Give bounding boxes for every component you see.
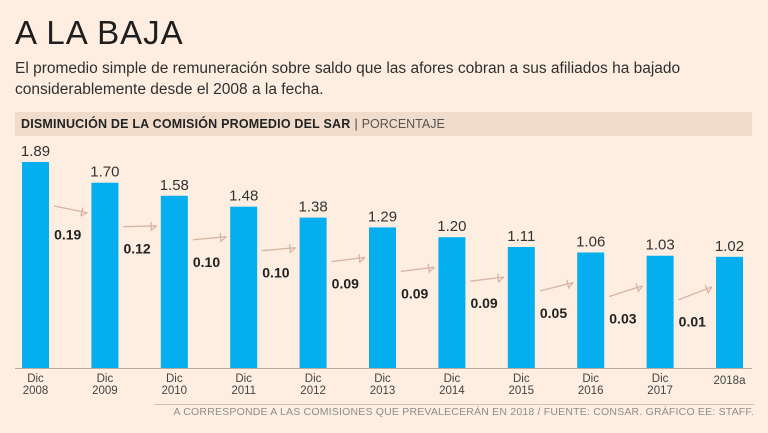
tick-label-1-0: Dic — [97, 373, 114, 385]
arrowhead-0 — [80, 207, 88, 217]
decrease-label-1: 0.12 — [123, 241, 150, 257]
arrowhead-9 — [704, 284, 713, 295]
tick-label-10-0: 2018a — [714, 375, 747, 387]
chart-header: DISMINUCIÓN DE LA COMISIÓN PROMEDIO DEL … — [15, 112, 752, 136]
value-label-3: 1.48 — [229, 188, 258, 205]
bar-3 — [230, 206, 258, 368]
tick-label-1-1: 2009 — [92, 385, 118, 397]
tick-label-9-1: 2017 — [647, 385, 673, 397]
decrease-label-9: 0.01 — [679, 314, 706, 330]
tick-label-7-1: 2015 — [509, 385, 535, 397]
tick-label-8-0: Dic — [582, 373, 599, 385]
tick-label-3-0: Dic — [235, 373, 252, 385]
arrowhead-8 — [635, 283, 644, 293]
decrease-label-7: 0.05 — [540, 305, 567, 321]
bar-0 — [22, 162, 49, 368]
page-title: A LA BAJA — [15, 14, 184, 51]
decrease-label-0: 0.19 — [54, 227, 81, 243]
tick-label-0-1: 2008 — [23, 385, 49, 397]
arrowhead-4 — [358, 253, 366, 264]
bar-10 — [716, 256, 743, 368]
footer-note: A CORRESPONDE A LAS COMISIONES QUE PREVA… — [154, 404, 754, 418]
tick-label-5-0: Dic — [374, 373, 391, 385]
chart-title: DISMINUCIÓN DE LA COMISIÓN PROMEDIO DEL … — [21, 117, 351, 131]
value-label-6: 1.20 — [437, 218, 466, 235]
tick-label-6-0: Dic — [444, 373, 461, 385]
tick-label-3-1: 2011 — [231, 385, 256, 397]
decrease-label-2: 0.10 — [193, 254, 220, 270]
decrease-label-6: 0.09 — [470, 295, 497, 311]
value-label-8: 1.06 — [576, 233, 605, 250]
chart-unit: PORCENTAJE — [361, 117, 445, 131]
tick-label-2-1: 2010 — [162, 385, 188, 397]
value-label-5: 1.29 — [368, 208, 397, 225]
page-subtitle: El promedio simple de remuneración sobre… — [15, 60, 681, 98]
arrowhead-2 — [219, 233, 227, 243]
decrease-label-5: 0.09 — [401, 285, 428, 301]
value-label-0: 1.89 — [21, 143, 50, 160]
tick-label-0-0: Dic — [27, 373, 44, 385]
arrowhead-6 — [497, 273, 505, 284]
chart-header-separator: | — [354, 117, 358, 131]
bar-4 — [299, 217, 327, 368]
tick-label-4-0: Dic — [305, 373, 322, 385]
decrease-label-8: 0.03 — [609, 310, 636, 326]
value-label-9: 1.03 — [645, 237, 674, 254]
value-label-10: 1.02 — [715, 238, 744, 255]
tick-label-6-1: 2014 — [439, 385, 465, 397]
value-label-2: 1.58 — [160, 177, 189, 194]
arrowhead-7 — [566, 279, 574, 290]
tick-label-2-0: Dic — [166, 373, 183, 385]
arrowhead-5 — [427, 263, 435, 274]
tick-label-7-0: Dic — [513, 373, 530, 385]
value-label-7: 1.11 — [507, 228, 535, 245]
bar-6 — [438, 237, 466, 368]
decrease-label-3: 0.10 — [262, 265, 289, 281]
tick-label-5-1: 2013 — [370, 385, 396, 397]
bar-2 — [160, 195, 188, 368]
tick-label-8-1: 2016 — [578, 385, 604, 397]
decrease-label-4: 0.09 — [332, 276, 359, 292]
arrowhead-3 — [288, 243, 297, 254]
bar-1 — [91, 182, 119, 368]
tick-label-9-0: Dic — [652, 373, 669, 385]
bar-7 — [507, 247, 535, 368]
arrowhead-1 — [150, 221, 158, 232]
bar-8 — [577, 252, 605, 368]
value-label-1: 1.70 — [90, 164, 119, 181]
bar-9 — [646, 255, 674, 368]
bar-5 — [369, 227, 396, 368]
value-label-4: 1.38 — [298, 199, 327, 216]
tick-label-4-1: 2012 — [300, 385, 326, 397]
